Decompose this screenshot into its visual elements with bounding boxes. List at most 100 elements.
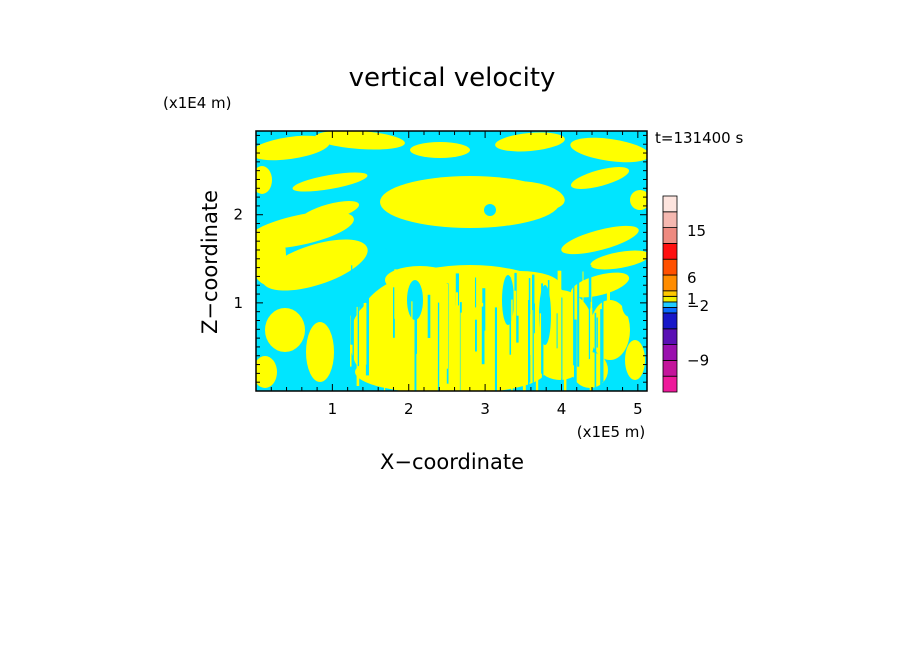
y-tick-label: 1 — [233, 294, 243, 312]
positive-streak — [402, 302, 405, 349]
positive-streak — [488, 283, 492, 376]
positive-streak — [535, 317, 539, 391]
negative-streak — [528, 300, 530, 391]
positive-region — [570, 167, 630, 189]
positive-streak — [460, 312, 464, 391]
positive-region — [590, 250, 647, 270]
negative-streak — [437, 302, 440, 391]
negative-region — [350, 247, 430, 273]
positive-region — [480, 271, 560, 299]
colorbar — [662, 195, 678, 393]
x-tick-labels: 1 2 3 4 5 — [328, 400, 643, 418]
positive-region — [256, 225, 286, 285]
positive-region — [265, 308, 305, 352]
positive-region — [315, 131, 405, 150]
positive-streak — [513, 290, 517, 389]
y-tick-label: 2 — [233, 206, 243, 224]
positive-streak — [539, 313, 542, 344]
chart-title: vertical velocity — [349, 63, 556, 93]
negative-streak — [532, 274, 535, 311]
velocity-field — [256, 131, 647, 391]
positive-region — [256, 166, 272, 194]
negative-streak — [561, 297, 563, 391]
negative-streak — [414, 305, 417, 391]
negative-region — [622, 293, 638, 317]
positive-streak — [404, 296, 407, 326]
negative-streak — [481, 306, 485, 365]
positive-region — [385, 266, 455, 294]
negative-streak — [494, 307, 497, 391]
negative-streak — [365, 277, 369, 376]
colorbar-swatch — [662, 242, 678, 260]
colorbar-labels: 15 6 1−2 −9 — [687, 222, 709, 370]
positive-streak — [563, 315, 567, 391]
x-axis-label: X−coordinate — [380, 450, 524, 474]
colorbar-label: 15 — [687, 222, 706, 240]
negative-streak — [359, 272, 361, 305]
positive-streak — [557, 270, 561, 379]
negative-streak — [600, 309, 603, 391]
colorbar-label: −9 — [687, 351, 709, 369]
positive-streak — [590, 307, 593, 391]
positive-streak — [445, 283, 448, 369]
x-tick-label: 3 — [480, 400, 490, 418]
positive-streak — [559, 270, 562, 379]
positive-streak — [394, 269, 397, 319]
positive-region — [306, 322, 334, 382]
colorbar-swatch — [662, 274, 678, 292]
positive-region — [495, 181, 565, 211]
negative-streak — [475, 277, 477, 308]
colorbar-swatch — [662, 359, 678, 377]
time-label: t=131400 s — [655, 129, 743, 147]
positive-region — [300, 201, 360, 223]
negative-streak — [574, 319, 577, 391]
x-tick-label: 2 — [404, 400, 414, 418]
negative-region — [407, 280, 423, 320]
colorbar-swatch — [662, 312, 678, 330]
positive-streak — [455, 292, 458, 362]
negative-region — [340, 286, 360, 314]
positive-streak — [469, 312, 472, 391]
x-tick-label: 4 — [557, 400, 567, 418]
negative-streak — [455, 273, 459, 306]
positive-streak — [530, 314, 532, 355]
x-tick-label: 5 — [633, 400, 643, 418]
colorbar-swatch — [662, 258, 678, 276]
plot-frame — [255, 130, 648, 392]
negative-streak — [509, 277, 512, 355]
negative-streak — [427, 294, 431, 338]
colorbar-swatch — [662, 301, 678, 308]
positive-region — [630, 190, 647, 210]
y-axis-label: Z−coordinate — [198, 190, 222, 334]
colorbar-swatch — [662, 290, 678, 297]
positive-region — [570, 272, 630, 298]
positive-region — [625, 340, 645, 380]
negative-streak — [594, 312, 597, 391]
axis-ticks — [256, 131, 647, 391]
negative-streak — [528, 278, 531, 383]
colorbar-swatch — [662, 211, 678, 229]
colorbar-label: −2 — [687, 297, 709, 315]
positive-streak — [436, 294, 438, 375]
negative-streak — [352, 298, 354, 391]
negative-streak — [577, 279, 580, 367]
negative-streak — [475, 319, 477, 352]
positive-streak — [363, 303, 367, 365]
negative-streak — [515, 315, 519, 343]
positive-region — [256, 356, 277, 388]
positive-streak — [384, 302, 386, 391]
positive-streak — [443, 269, 446, 326]
positive-region — [390, 181, 450, 211]
positive-streak — [606, 289, 610, 358]
colorbar-swatch — [662, 227, 678, 244]
positive-region — [495, 132, 565, 152]
y-tick-labels: 12 — [233, 206, 243, 312]
negative-streak — [573, 275, 575, 366]
positive-region — [256, 135, 330, 161]
negative-streak — [532, 305, 534, 385]
negative-streak — [601, 296, 604, 383]
positive-region — [561, 225, 639, 255]
negative-streak — [547, 280, 550, 306]
positive-streak — [582, 271, 584, 341]
